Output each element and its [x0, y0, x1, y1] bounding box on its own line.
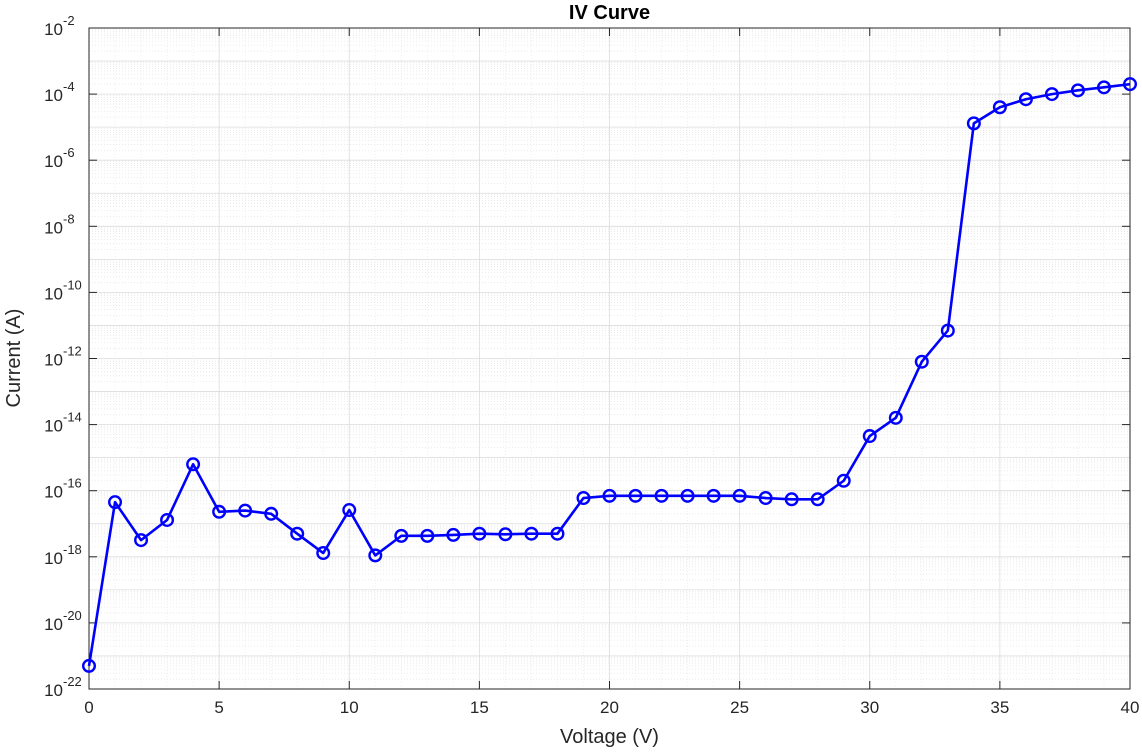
data-point-marker [1070, 83, 1085, 98]
data-point-marker [108, 495, 123, 510]
data-point-marker [576, 491, 591, 506]
y-tick-label: 10 [44, 417, 63, 436]
data-point-marker [914, 354, 929, 369]
data-point-marker [706, 488, 721, 503]
y-tick-exponent: -4 [63, 79, 75, 94]
data-point-marker [888, 410, 903, 425]
data-point-marker [394, 528, 409, 543]
data-point-marker [134, 533, 149, 548]
data-point-marker [940, 323, 955, 338]
y-tick-exponent: -8 [63, 211, 75, 226]
data-point-marker [732, 488, 747, 503]
data-point-marker [316, 546, 331, 561]
y-tick-exponent: -16 [63, 476, 82, 491]
data-point-marker [1096, 80, 1111, 95]
y-tick-exponent: -14 [63, 410, 82, 425]
data-point-marker [628, 488, 643, 503]
y-tick-exponent: -20 [63, 608, 82, 623]
data-point-marker [446, 527, 461, 542]
data-point-marker [1044, 87, 1059, 102]
y-tick-label: 10 [44, 218, 63, 237]
data-point-marker [420, 528, 435, 543]
y-tick-label: 10 [44, 20, 63, 39]
x-tick-label: 0 [84, 698, 93, 717]
data-point-marker [290, 526, 305, 541]
data-point-marker [524, 526, 539, 541]
y-tick-exponent: -10 [63, 277, 82, 292]
x-tick-label: 40 [1121, 698, 1140, 717]
x-tick-label: 30 [860, 698, 879, 717]
data-point-marker [862, 429, 877, 444]
y-axis-label: Current (A) [3, 309, 25, 408]
y-tick-label: 10 [44, 483, 63, 502]
y-tick-label: 10 [44, 351, 63, 370]
data-point-marker [784, 492, 799, 507]
y-tick-label: 10 [44, 615, 63, 634]
data-point-marker [238, 503, 253, 518]
data-point-marker [966, 116, 981, 131]
y-tick-exponent: -18 [63, 542, 82, 557]
y-tick-label: 10 [44, 86, 63, 105]
data-point-marker [212, 504, 227, 519]
y-tick-label: 10 [44, 284, 63, 303]
x-tick-label: 20 [600, 698, 619, 717]
data-point-marker [472, 526, 487, 541]
data-point-marker [992, 100, 1007, 115]
data-point-marker [264, 506, 279, 521]
data-point-marker [81, 658, 96, 673]
y-tick-label: 10 [44, 549, 63, 568]
data-point-marker [186, 457, 201, 472]
x-tick-label: 5 [214, 698, 223, 717]
y-tick-label: 10 [44, 152, 63, 171]
x-tick-label: 15 [470, 698, 489, 717]
x-tick-label: 10 [340, 698, 359, 717]
data-point-marker [810, 492, 825, 507]
series-layer [81, 77, 1137, 673]
x-axis-ticks: 0 5 10 15 20 25 30 35 40 [84, 28, 1139, 717]
data-point-marker [836, 473, 851, 488]
x-axis-label: Voltage (V) [560, 726, 659, 748]
data-point-marker [160, 512, 175, 527]
y-tick-exponent: -2 [63, 13, 75, 28]
y-tick-exponent: -22 [63, 674, 82, 689]
data-point-marker [602, 488, 617, 503]
y-tick-label: 10 [44, 681, 63, 700]
y-tick-exponent: -6 [63, 145, 75, 160]
data-point-marker [498, 527, 513, 542]
y-tick-exponent: -12 [63, 344, 82, 359]
data-point-marker [368, 548, 383, 563]
x-tick-label: 35 [990, 698, 1009, 717]
data-point-marker [1018, 92, 1033, 107]
data-point-marker [342, 503, 357, 518]
chart-title: IV Curve [569, 2, 650, 24]
data-point-marker [1122, 77, 1137, 92]
series-line [87, 82, 1131, 667]
x-tick-label: 25 [730, 698, 749, 717]
data-point-marker [758, 491, 773, 506]
data-point-marker [654, 488, 669, 503]
data-point-marker [680, 488, 695, 503]
data-point-marker [550, 526, 565, 541]
